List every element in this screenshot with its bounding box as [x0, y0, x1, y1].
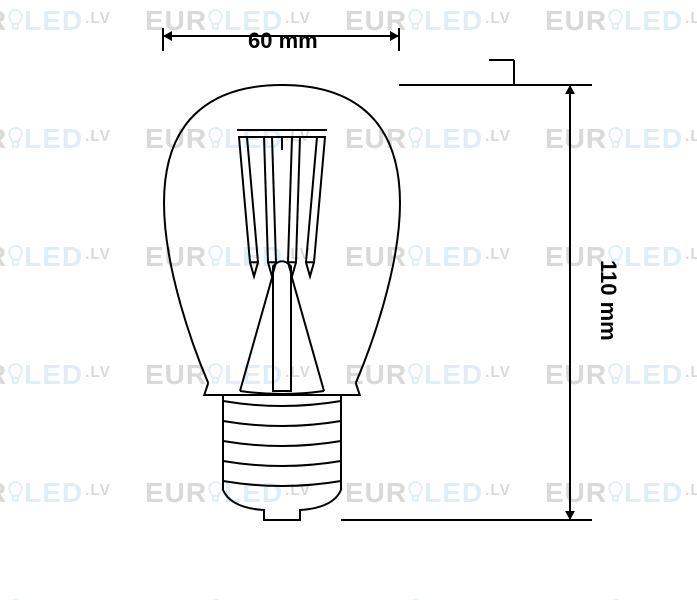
dimension-width-label: 60 mm — [248, 28, 318, 54]
dimension-height-label: 110 mm — [595, 260, 621, 341]
bulb-diagram — [0, 0, 697, 600]
